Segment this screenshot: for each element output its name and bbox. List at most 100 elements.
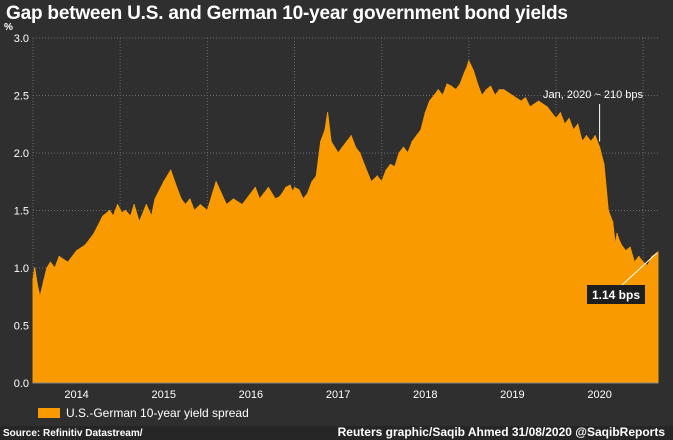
x-tick-label: 2020 — [587, 389, 611, 401]
data-point — [394, 166, 396, 168]
data-point — [124, 209, 126, 212]
data-point — [577, 123, 579, 125]
data-point — [145, 204, 147, 206]
data-point — [524, 97, 527, 99]
data-point — [193, 209, 195, 212]
data-point — [642, 261, 644, 263]
x-tick-label: 2018 — [413, 389, 437, 401]
data-point — [49, 261, 52, 263]
data-point — [102, 215, 104, 217]
data-point — [206, 209, 208, 212]
data-point — [274, 198, 276, 200]
data-point — [411, 140, 413, 143]
data-point — [279, 196, 281, 198]
data-point — [581, 140, 583, 143]
data-point — [529, 106, 531, 108]
data-point — [189, 198, 191, 200]
data-point — [620, 244, 622, 246]
data-point — [330, 140, 332, 143]
data-point — [281, 192, 283, 194]
y-axis-label: % — [4, 22, 13, 33]
data-point — [116, 204, 119, 206]
data-point — [466, 66, 468, 68]
data-point — [472, 69, 474, 71]
data-point — [241, 204, 243, 206]
data-point — [311, 181, 313, 183]
data-point — [614, 244, 616, 246]
annotation-jan-2020: Jan, 2020 ~ 210 bps — [543, 89, 643, 101]
data-point — [32, 278, 34, 281]
data-point — [150, 215, 153, 217]
data-point — [612, 221, 614, 223]
data-point — [494, 94, 496, 97]
data-point — [341, 146, 344, 148]
data-point — [603, 163, 605, 166]
data-point — [211, 192, 214, 194]
data-point — [633, 261, 636, 263]
data-point — [359, 152, 361, 154]
data-point — [199, 204, 201, 206]
data-point — [564, 123, 566, 125]
data-point — [289, 184, 291, 186]
data-point — [133, 204, 135, 206]
data-point — [180, 198, 182, 200]
data-point — [225, 204, 228, 206]
data-point — [657, 251, 659, 253]
data-point — [476, 83, 479, 85]
data-point — [594, 135, 596, 137]
data-point — [402, 146, 405, 148]
data-point — [437, 89, 439, 91]
data-point — [298, 189, 300, 191]
legend-swatch — [38, 408, 60, 418]
data-point — [629, 246, 631, 248]
data-point — [58, 255, 60, 258]
data-point — [559, 112, 561, 114]
data-point — [546, 106, 548, 108]
y-tick-label: 0.5 — [14, 321, 29, 333]
data-point — [485, 89, 487, 91]
data-point — [585, 135, 588, 137]
data-point — [446, 83, 448, 85]
data-point — [324, 129, 326, 131]
footer: Source: Refinitiv Datastream/ Reuters gr… — [0, 425, 673, 440]
annotation-latest: 1.14 bps — [592, 288, 640, 302]
data-point — [354, 146, 357, 148]
data-point — [315, 175, 317, 177]
data-point — [572, 129, 575, 131]
data-point — [292, 191, 294, 193]
data-point — [424, 112, 426, 114]
data-point — [306, 192, 309, 194]
y-tick-label: 2.0 — [14, 148, 29, 160]
data-point — [468, 60, 470, 62]
data-point — [429, 100, 431, 102]
data-point — [503, 89, 505, 91]
data-point — [34, 267, 36, 269]
data-point — [511, 94, 514, 97]
data-point — [130, 215, 132, 217]
data-point — [498, 89, 500, 91]
data-point — [598, 146, 601, 148]
data-point — [555, 117, 557, 120]
data-point — [75, 250, 78, 252]
data-point — [481, 94, 483, 97]
data-point — [184, 204, 187, 206]
data-point — [370, 181, 372, 183]
data-point — [337, 152, 339, 154]
data-point — [250, 192, 252, 194]
data-point — [42, 281, 45, 283]
data-point — [385, 169, 387, 171]
data-point — [93, 232, 95, 235]
y-tick-label: 1.5 — [14, 206, 29, 218]
data-point — [263, 192, 265, 194]
credit-text: Reuters graphic/Saqib Ahmed 31/08/2020 @… — [337, 425, 665, 439]
data-point — [267, 186, 269, 189]
data-point — [420, 129, 422, 131]
source-text: Source: Refinitiv Datastream/ — [3, 428, 143, 439]
x-tick-label: 2016 — [239, 389, 263, 401]
data-point — [625, 250, 627, 252]
data-point — [407, 152, 409, 154]
data-point — [320, 140, 322, 143]
data-point — [327, 112, 329, 114]
data-point — [398, 152, 400, 154]
